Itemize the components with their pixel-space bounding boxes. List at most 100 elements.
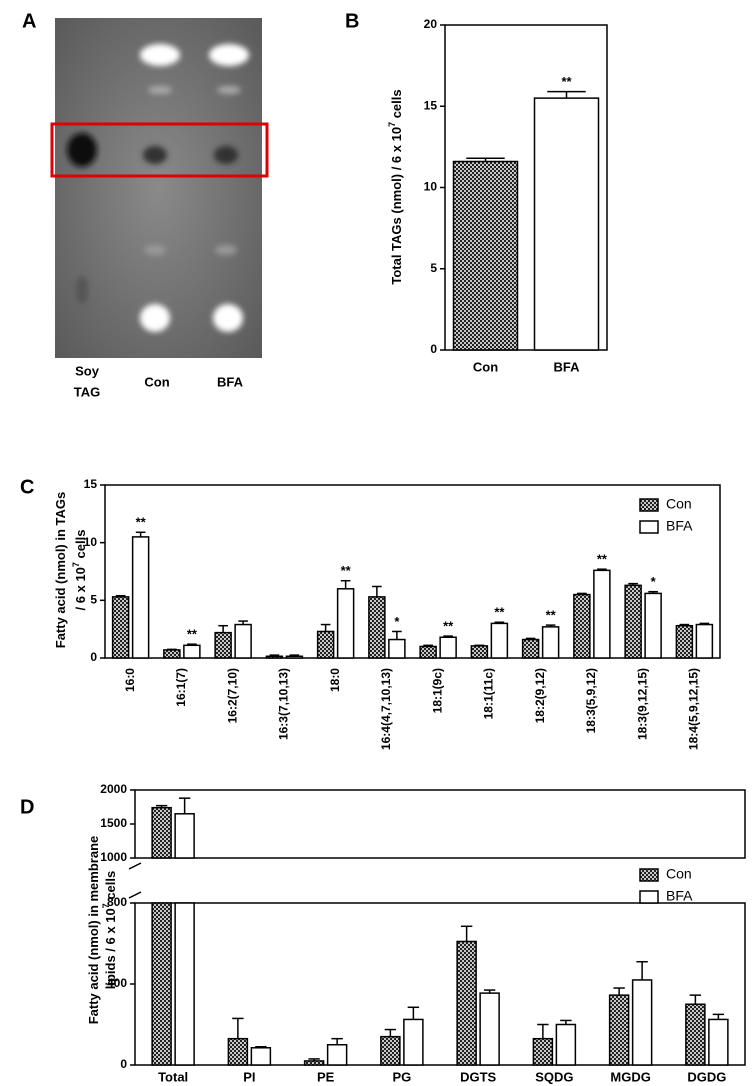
significance: ** <box>561 74 572 89</box>
lane-label: BFA <box>217 374 244 389</box>
bar <box>163 649 181 659</box>
x-tick-label: DGDG <box>687 1069 726 1084</box>
significance: * <box>651 574 657 589</box>
bar <box>174 813 195 859</box>
y-tick-label: 0 <box>120 1057 127 1071</box>
y-tick-label: 800 <box>107 895 127 909</box>
bar <box>624 584 642 659</box>
axis-break <box>128 891 142 899</box>
x-tick-label: 16:4(4,7,10,13) <box>379 668 393 750</box>
y-tick-label: 15 <box>84 477 98 491</box>
bar <box>214 631 232 659</box>
label-part: cells <box>103 871 118 904</box>
x-tick-label: 16:2(7,10) <box>225 668 239 723</box>
y-axis-label: Fatty acid (nmol) in membrane <box>86 836 101 1025</box>
bar <box>227 1037 249 1066</box>
x-tick-label: Con <box>473 359 498 374</box>
bar <box>174 902 195 1066</box>
x-tick-label: SQDG <box>535 1069 573 1084</box>
bar <box>388 638 406 659</box>
bar <box>456 940 477 1066</box>
bar <box>685 1003 706 1066</box>
legend-swatch <box>639 520 659 534</box>
legend-label: BFA <box>666 518 693 534</box>
axis-break <box>128 862 142 870</box>
y-tick-label: 10 <box>84 535 98 549</box>
y-tick-label: 15 <box>424 98 438 112</box>
bar <box>316 630 335 659</box>
bar <box>708 1018 729 1066</box>
legend-swatch <box>639 498 659 512</box>
plot-frame <box>134 902 746 1066</box>
significance: ** <box>136 515 147 530</box>
x-tick-label: 18:2(9,12) <box>533 668 547 723</box>
bar <box>183 644 201 659</box>
bar <box>368 596 386 659</box>
plot-frame <box>134 789 746 859</box>
significance: ** <box>546 608 557 623</box>
label-part: 7 <box>101 903 111 908</box>
bar <box>111 596 130 659</box>
bar <box>265 655 284 659</box>
x-tick-label: 18:1(11c) <box>482 668 496 719</box>
bar <box>151 806 172 859</box>
panel-label: A <box>22 10 36 32</box>
lane-label: Con <box>144 374 169 389</box>
label-part: / 6 x 10 <box>73 567 88 610</box>
bar <box>303 1060 325 1066</box>
panel-label: D <box>20 796 34 818</box>
y-axis-label: / 6 x 107 cells <box>71 530 88 611</box>
x-tick-label: PE <box>317 1069 335 1084</box>
gel-image <box>50 18 269 358</box>
significance: ** <box>341 563 352 578</box>
significance: ** <box>187 627 198 642</box>
bar <box>151 902 172 1066</box>
legend-label: Con <box>666 496 692 512</box>
x-tick-label: 18:1(9c) <box>430 668 444 713</box>
bar <box>250 1047 272 1066</box>
label-part: lipids / 6 x 10 <box>103 908 118 989</box>
bar <box>285 655 304 659</box>
y-tick-label: 2000 <box>100 782 127 796</box>
legend-swatch <box>639 868 659 882</box>
legend-label: Con <box>666 866 692 882</box>
bar <box>439 636 457 659</box>
y-tick-label: 1000 <box>100 850 127 864</box>
y-tick-label: 400 <box>107 976 127 990</box>
x-tick-label: Total <box>158 1069 188 1084</box>
legend-swatch <box>639 890 659 904</box>
bar <box>521 638 540 659</box>
bar <box>234 623 252 659</box>
panel-label: B <box>345 10 359 32</box>
highlight-box <box>50 122 269 178</box>
bar <box>695 623 714 659</box>
x-tick-label: 18:3(5,9,12) <box>584 668 598 733</box>
bar <box>336 588 355 659</box>
bar <box>532 1037 554 1066</box>
y-tick-label: 10 <box>424 180 438 194</box>
label-part: cells <box>73 530 88 563</box>
bar <box>490 622 509 659</box>
bar <box>533 97 600 351</box>
plot-frame <box>104 484 721 659</box>
label-part: cells <box>389 89 404 122</box>
y-tick-label: 0 <box>90 650 97 664</box>
bar <box>593 569 611 659</box>
significance: ** <box>443 619 454 634</box>
x-tick-label: 18:3(9,12,15) <box>635 668 649 740</box>
lane-label: Soy <box>75 363 100 378</box>
significance: ** <box>597 552 608 567</box>
x-tick-label: DGTS <box>460 1069 496 1084</box>
bar <box>608 994 630 1066</box>
significance: ** <box>494 605 505 620</box>
x-tick-label: 18:0 <box>328 668 342 692</box>
label-part: Total TAGs (nmol) / 6 x 10 <box>389 127 404 285</box>
y-tick-label: 5 <box>430 261 437 275</box>
bar <box>541 626 560 659</box>
panel-label: C <box>20 476 34 498</box>
x-tick-label: MGDG <box>610 1069 650 1084</box>
label-part: Fatty acid (nmol) in membrane <box>86 836 101 1025</box>
bar <box>452 160 519 351</box>
y-tick-label: 5 <box>90 593 97 607</box>
